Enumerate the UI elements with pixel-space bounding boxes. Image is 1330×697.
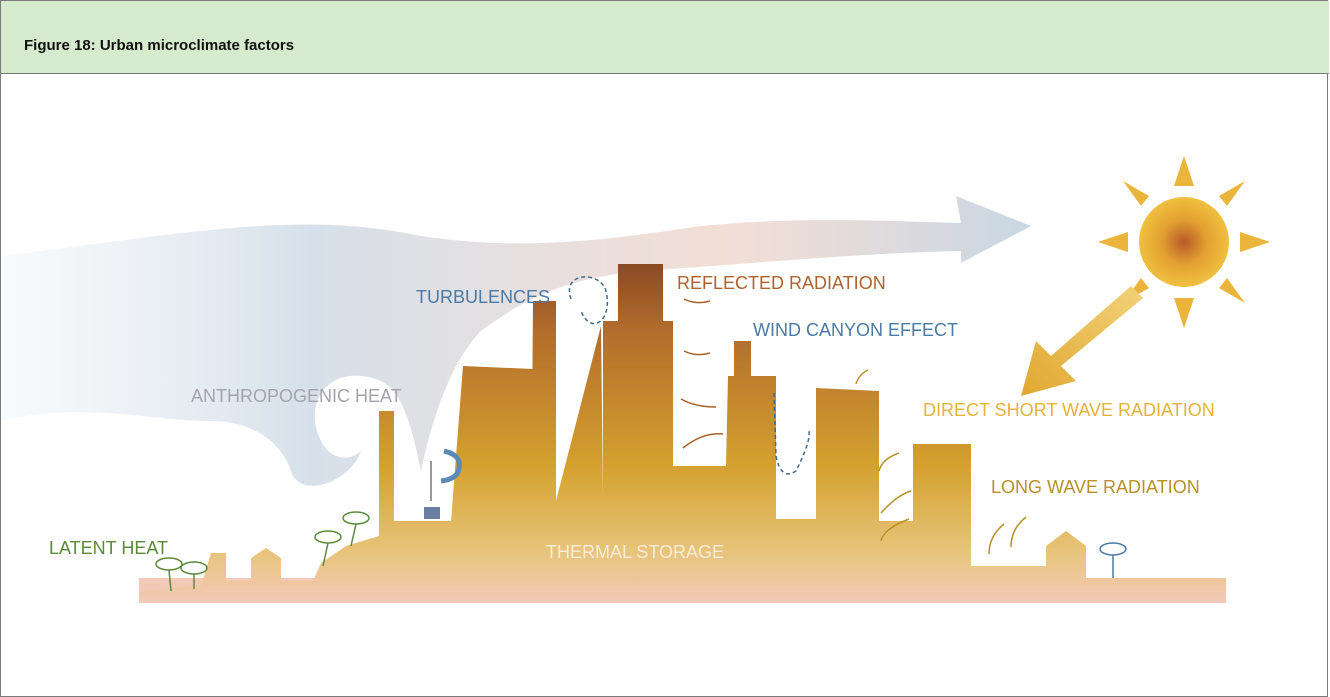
label-wind-canyon: WIND CANYON EFFECT xyxy=(753,320,958,340)
sun-beam xyxy=(1021,286,1143,396)
header: Figure 18: Urban microclimate factors xyxy=(1,1,1329,74)
car xyxy=(424,507,440,519)
city-silhouette xyxy=(139,264,1226,601)
label-long-wave: LONG WAVE RADIATION xyxy=(991,477,1200,497)
label-reflected: REFLECTED RADIATION xyxy=(677,273,886,293)
radiation-arrows xyxy=(680,298,1027,555)
label-latent: LATENT HEAT xyxy=(49,538,168,558)
label-turbulences: TURBULENCES xyxy=(416,287,550,307)
anthropogenic-swirl xyxy=(440,448,462,484)
illustration: TURBULENCES REFLECTED RADIATION WIND CAN… xyxy=(1,156,1270,603)
trees xyxy=(155,511,1127,592)
label-anthropogenic: ANTHROPOGENIC HEAT xyxy=(191,386,402,406)
label-thermal: THERMAL STORAGE xyxy=(546,542,724,562)
wind-flow xyxy=(1,196,1031,486)
turbulence-loop xyxy=(568,276,609,325)
canyon-flow xyxy=(773,392,810,475)
label-short-wave: DIRECT SHORT WAVE RADIATION xyxy=(923,400,1215,420)
figure-title: Figure 18: Urban microclimate factors xyxy=(24,37,295,54)
